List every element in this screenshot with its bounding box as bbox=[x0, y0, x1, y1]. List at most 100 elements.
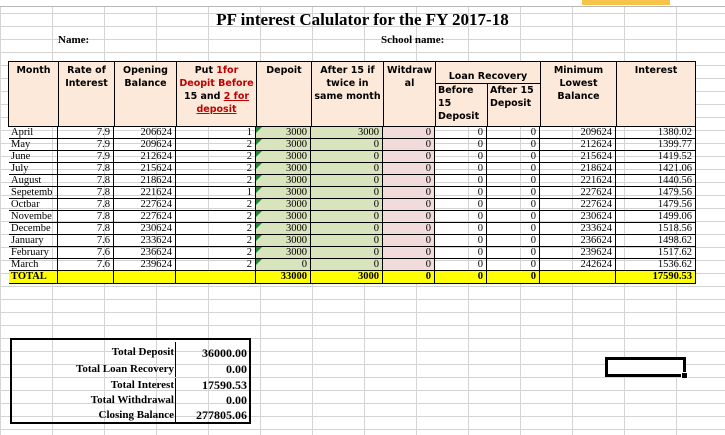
cell-withdraw[interactable]: 0 bbox=[383, 223, 435, 235]
cell-after15[interactable]: 0 bbox=[311, 199, 383, 211]
total-after15[interactable]: 3000 bbox=[311, 271, 383, 284]
cell-month[interactable]: January bbox=[9, 235, 58, 247]
cell-month[interactable]: May bbox=[9, 139, 58, 151]
cell-month[interactable]: February bbox=[9, 247, 58, 259]
cell-after[interactable]: 0 bbox=[487, 199, 540, 211]
header-loan-recovery[interactable]: Loan Recovery Before 15 Deposit After 15… bbox=[436, 62, 541, 126]
total-withdraw[interactable]: 0 bbox=[383, 271, 435, 284]
cell-min[interactable]: 215624 bbox=[540, 151, 616, 163]
cell-after[interactable]: 0 bbox=[487, 259, 540, 271]
cell-month[interactable]: Sepetemb bbox=[9, 187, 58, 199]
cell-rate[interactable]: 7.6 bbox=[58, 247, 114, 259]
cell-after15[interactable]: 0 bbox=[311, 151, 383, 163]
cell-after15[interactable]: 3000 bbox=[311, 127, 383, 139]
cell-after[interactable]: 0 bbox=[487, 163, 540, 175]
cell-after15[interactable]: 0 bbox=[311, 139, 383, 151]
cell-month[interactable]: Octbar bbox=[9, 199, 58, 211]
cell-min[interactable]: 239624 bbox=[540, 247, 616, 259]
cell-rate[interactable]: 7.8 bbox=[58, 187, 114, 199]
header-withdrawal[interactable]: Witdraw al bbox=[384, 62, 436, 126]
cell-withdraw[interactable]: 0 bbox=[383, 187, 435, 199]
cell-before[interactable]: 0 bbox=[435, 127, 487, 139]
school-name-label[interactable]: School name: bbox=[381, 34, 445, 46]
cell-min[interactable]: 227624 bbox=[540, 199, 616, 211]
cell-before[interactable]: 0 bbox=[435, 163, 487, 175]
cell-put[interactable]: 2 bbox=[176, 139, 256, 151]
header-put-code[interactable]: Put 1for Deopit Before 15 and 2 for depo… bbox=[177, 62, 257, 126]
cell-interest[interactable]: 1498.62 bbox=[616, 235, 696, 247]
cell-put[interactable]: 2 bbox=[176, 223, 256, 235]
cell-put[interactable]: 2 bbox=[176, 163, 256, 175]
summary-value[interactable]: 277805.06 bbox=[175, 408, 249, 423]
cell-min[interactable]: 227624 bbox=[540, 187, 616, 199]
cell-withdraw[interactable]: 0 bbox=[383, 247, 435, 259]
header-deposit[interactable]: Depoit bbox=[257, 62, 312, 126]
cell-deposit[interactable]: 3000 bbox=[256, 235, 311, 247]
cell-rate[interactable]: 7.9 bbox=[58, 127, 114, 139]
cell-after[interactable]: 0 bbox=[487, 211, 540, 223]
cell-min[interactable]: 233624 bbox=[540, 223, 616, 235]
cell-min[interactable]: 209624 bbox=[540, 127, 616, 139]
cell-interest[interactable]: 1479.56 bbox=[616, 187, 696, 199]
total-before[interactable]: 0 bbox=[435, 271, 487, 284]
header-after15[interactable]: After 15 if twice in same month bbox=[312, 62, 384, 126]
cell-min[interactable]: 236624 bbox=[540, 235, 616, 247]
cell-deposit[interactable]: 3000 bbox=[256, 223, 311, 235]
summary-value[interactable]: 0.00 bbox=[175, 362, 249, 377]
cell-rate[interactable]: 7.8 bbox=[58, 163, 114, 175]
cell-min[interactable]: 212624 bbox=[540, 139, 616, 151]
cell-deposit[interactable]: 3000 bbox=[256, 199, 311, 211]
cell-after[interactable]: 0 bbox=[487, 175, 540, 187]
cell-put[interactable]: 2 bbox=[176, 175, 256, 187]
total-after[interactable]: 0 bbox=[487, 271, 540, 284]
cell-min[interactable]: 230624 bbox=[540, 211, 616, 223]
cell-rate[interactable]: 7.6 bbox=[58, 235, 114, 247]
cell-after[interactable]: 0 bbox=[487, 187, 540, 199]
cell-rate[interactable]: 7.8 bbox=[58, 223, 114, 235]
cell-before[interactable]: 0 bbox=[435, 211, 487, 223]
cell-before[interactable]: 0 bbox=[435, 199, 487, 211]
cell-interest[interactable]: 1399.77 bbox=[616, 139, 696, 151]
cell-after15[interactable]: 0 bbox=[311, 259, 383, 271]
cell-interest[interactable]: 1380.02 bbox=[616, 127, 696, 139]
cell-withdraw[interactable]: 0 bbox=[383, 175, 435, 187]
cell-before[interactable]: 0 bbox=[435, 223, 487, 235]
cell-after15[interactable]: 0 bbox=[311, 223, 383, 235]
cell-interest[interactable]: 1421.06 bbox=[616, 163, 696, 175]
cell-deposit[interactable]: 0 bbox=[256, 259, 311, 271]
cell-min[interactable]: 242624 bbox=[540, 259, 616, 271]
total-opening[interactable] bbox=[114, 271, 176, 284]
header-min-balance[interactable]: Minimum Lowest Balance bbox=[541, 62, 617, 126]
total-interest[interactable]: 17590.53 bbox=[616, 271, 696, 284]
cell-before[interactable]: 0 bbox=[435, 235, 487, 247]
cell-interest[interactable]: 1536.62 bbox=[616, 259, 696, 271]
cell-put[interactable]: 2 bbox=[176, 211, 256, 223]
cell-after15[interactable]: 0 bbox=[311, 163, 383, 175]
cell-put[interactable]: 2 bbox=[176, 199, 256, 211]
cell-opening[interactable]: 233624 bbox=[114, 235, 176, 247]
cell-after[interactable]: 0 bbox=[487, 247, 540, 259]
cell-interest[interactable]: 1479.56 bbox=[616, 199, 696, 211]
cell-withdraw[interactable]: 0 bbox=[383, 163, 435, 175]
cell-rate[interactable]: 7.8 bbox=[58, 211, 114, 223]
cell-withdraw[interactable]: 0 bbox=[383, 235, 435, 247]
cell-month[interactable]: July bbox=[9, 163, 58, 175]
cell-after[interactable]: 0 bbox=[487, 223, 540, 235]
cell-deposit[interactable]: 3000 bbox=[256, 247, 311, 259]
cell-rate[interactable]: 7.9 bbox=[58, 151, 114, 163]
cell-after[interactable]: 0 bbox=[487, 151, 540, 163]
cell-month[interactable]: June bbox=[9, 151, 58, 163]
cell-opening[interactable]: 227624 bbox=[114, 211, 176, 223]
summary-value[interactable]: 17590.53 bbox=[175, 378, 249, 393]
cell-after[interactable]: 0 bbox=[487, 127, 540, 139]
cell-opening[interactable]: 209624 bbox=[114, 139, 176, 151]
cell-put[interactable]: 1 bbox=[176, 187, 256, 199]
cell-after15[interactable]: 0 bbox=[311, 187, 383, 199]
cell-deposit[interactable]: 3000 bbox=[256, 163, 311, 175]
total-min[interactable] bbox=[540, 271, 616, 284]
cell-opening[interactable]: 221624 bbox=[114, 187, 176, 199]
cell-before[interactable]: 0 bbox=[435, 151, 487, 163]
cell-interest[interactable]: 1419.52 bbox=[616, 151, 696, 163]
cell-month[interactable]: Novembe bbox=[9, 211, 58, 223]
cell-withdraw[interactable]: 0 bbox=[383, 211, 435, 223]
